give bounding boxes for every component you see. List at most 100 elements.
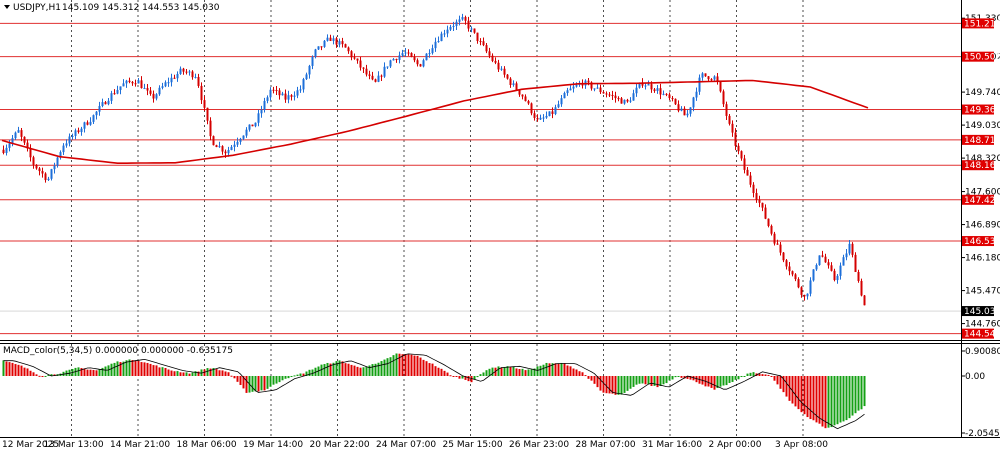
macd-bar xyxy=(50,374,53,376)
bear-candle xyxy=(521,94,524,97)
bear-candle xyxy=(590,82,593,89)
macd-bar xyxy=(383,359,386,376)
bear-candle xyxy=(641,82,644,86)
price-level-label: 144.544 xyxy=(964,330,1000,340)
bull-candle xyxy=(656,88,659,91)
bull-candle xyxy=(266,97,269,101)
macd-bar xyxy=(560,362,563,376)
macd-bar xyxy=(815,375,818,423)
macd-bar xyxy=(659,375,662,386)
macd-bar xyxy=(716,375,719,389)
bull-candle xyxy=(458,19,461,22)
x-tick-label: 24 Mar 07:00 xyxy=(376,440,436,450)
macd-bar xyxy=(503,366,506,376)
bull-candle xyxy=(68,136,71,144)
bull-candle xyxy=(254,122,257,127)
macd-bar xyxy=(611,375,614,394)
bear-candle xyxy=(380,75,383,77)
y-tick-label: 145.470 xyxy=(965,287,1000,297)
macd-bar xyxy=(329,363,332,376)
bull-candle xyxy=(230,146,233,151)
bear-candle xyxy=(827,262,830,266)
macd-bar xyxy=(23,367,26,376)
macd-bar xyxy=(554,363,557,376)
bull-candle xyxy=(188,71,191,73)
bull-candle xyxy=(437,41,440,43)
macd-bar xyxy=(860,375,863,410)
macd-bar xyxy=(371,364,374,376)
macd-bar xyxy=(509,366,512,376)
bull-candle xyxy=(53,165,56,170)
macd-bar xyxy=(461,375,464,379)
macd-bar xyxy=(341,361,344,376)
bear-candle xyxy=(356,58,359,61)
macd-bar xyxy=(797,375,800,410)
macd-bar xyxy=(182,372,185,376)
bull-candle xyxy=(332,38,335,41)
bear-candle xyxy=(41,171,44,174)
price-level-tag xyxy=(962,328,994,339)
bear-candle xyxy=(35,164,38,169)
bull-candle xyxy=(62,145,65,153)
bull-candle xyxy=(386,66,389,68)
macd-bar xyxy=(308,369,311,376)
bear-candle xyxy=(341,41,344,45)
macd-tick-label: 0.00 xyxy=(965,372,985,382)
bear-candle xyxy=(665,93,668,95)
x-tick-label: 3 Apr 08:00 xyxy=(775,440,828,450)
bear-candle xyxy=(32,157,35,165)
bear-candle xyxy=(620,98,623,104)
macd-bar xyxy=(809,375,812,420)
macd-bar xyxy=(362,367,365,376)
bear-candle xyxy=(524,96,527,102)
macd-bar xyxy=(140,362,143,376)
macd-bar xyxy=(806,375,809,418)
bull-candle xyxy=(170,77,173,83)
macd-bar xyxy=(524,370,527,376)
macd-bar xyxy=(602,375,605,393)
macd-bar xyxy=(566,365,569,376)
bear-candle xyxy=(731,123,734,133)
ohlc-values: 145.109 145.312 144.553 145.030 xyxy=(62,3,220,13)
bull-candle xyxy=(812,269,815,281)
bear-candle xyxy=(479,41,482,43)
macd-bar xyxy=(170,370,173,376)
macd-bar xyxy=(782,375,785,393)
bull-candle xyxy=(461,17,464,20)
macd-bar xyxy=(839,375,842,423)
bull-candle xyxy=(428,53,431,55)
bear-candle xyxy=(746,169,749,176)
bear-candle xyxy=(197,76,200,86)
macd-bar xyxy=(668,375,671,381)
macd-bar xyxy=(767,374,770,376)
bear-candle xyxy=(359,60,362,68)
macd-bar xyxy=(506,366,509,376)
bear-candle xyxy=(494,60,497,63)
macd-bar xyxy=(5,361,8,376)
bear-candle xyxy=(800,287,803,295)
bear-candle xyxy=(77,130,80,133)
macd-bar xyxy=(482,372,485,376)
macd-bar xyxy=(134,360,137,376)
macd-bar xyxy=(338,360,341,376)
macd-bar xyxy=(545,362,548,376)
macd-bar xyxy=(164,368,167,376)
bull-candle xyxy=(317,46,320,50)
bear-candle xyxy=(782,252,785,261)
macd-bar xyxy=(395,353,398,376)
current-price-tag xyxy=(962,306,994,317)
bear-candle xyxy=(224,151,227,154)
macd-bar xyxy=(479,374,482,376)
bear-candle xyxy=(206,107,209,121)
macd-bar xyxy=(344,363,347,376)
chart-menu-triangle-icon[interactable] xyxy=(4,5,10,9)
bear-candle xyxy=(44,173,47,181)
macd-bar xyxy=(293,375,296,377)
x-tick-label: 14 Mar 21:00 xyxy=(110,440,170,450)
bull-candle xyxy=(158,87,161,95)
bear-candle xyxy=(515,83,518,91)
macd-bar xyxy=(452,375,455,377)
macd-bar xyxy=(410,354,413,376)
macd-bar xyxy=(689,375,692,380)
macd-bar xyxy=(761,374,764,376)
